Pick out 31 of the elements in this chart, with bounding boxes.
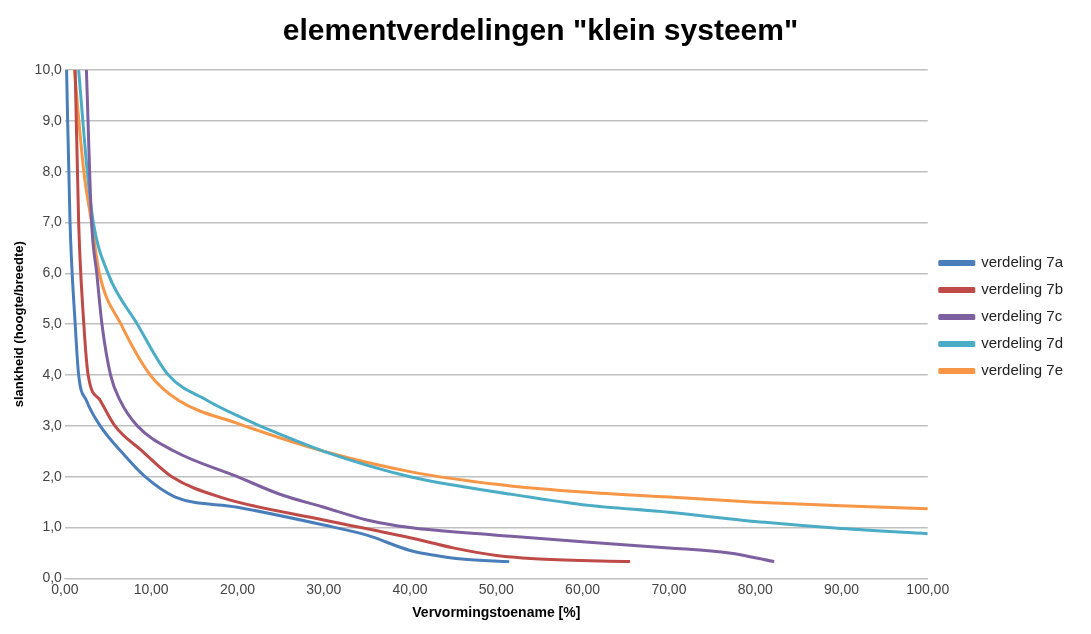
chart-title: elementverdelingen "klein systeem" (282, 13, 799, 47)
x-tick-label: 70,00 (651, 580, 687, 597)
legend-label: verdeling 7e (981, 361, 1064, 379)
x-tick-label: 90,00 (823, 580, 860, 597)
y-tick-label: 7,0 (42, 213, 63, 230)
y-tick-label: 8,0 (42, 162, 63, 179)
y-tick-label: 4,0 (42, 365, 63, 382)
x-tick-label: 60,00 (565, 580, 601, 597)
x-tick-label: 50,00 (478, 580, 515, 597)
y-tick-label: 10,0 (34, 60, 63, 77)
line-series (73, 70, 632, 564)
y-axis-title: slankheid (hoogte/breedte) (11, 241, 27, 408)
legend-label: verdeling 7a (981, 253, 1064, 271)
y-tick-label: 1,0 (42, 518, 63, 535)
x-axis-title: Vervormingstoename [%] (412, 604, 581, 621)
x-tick-label: 10,00 (133, 580, 169, 597)
x-tick-label: 100,00 (906, 580, 950, 597)
y-tick-label: 2,0 (42, 467, 63, 484)
y-tick-label: 3,0 (42, 416, 63, 433)
y-tick-label: 6,0 (42, 264, 63, 281)
x-tick-label: 30,00 (306, 580, 342, 597)
legend-label: verdeling 7c (981, 307, 1063, 325)
legend-label: verdeling 7b (981, 280, 1064, 298)
x-tick-label: 80,00 (737, 580, 773, 597)
x-tick-label: 40,00 (392, 580, 428, 597)
y-tick-label: 9,0 (42, 111, 63, 128)
y-tick-label: 5,0 (42, 315, 63, 332)
x-tick-label: 20,00 (219, 580, 256, 597)
line-series (65, 70, 511, 564)
legend-label: verdeling 7d (981, 334, 1064, 352)
line-series (84, 70, 776, 564)
